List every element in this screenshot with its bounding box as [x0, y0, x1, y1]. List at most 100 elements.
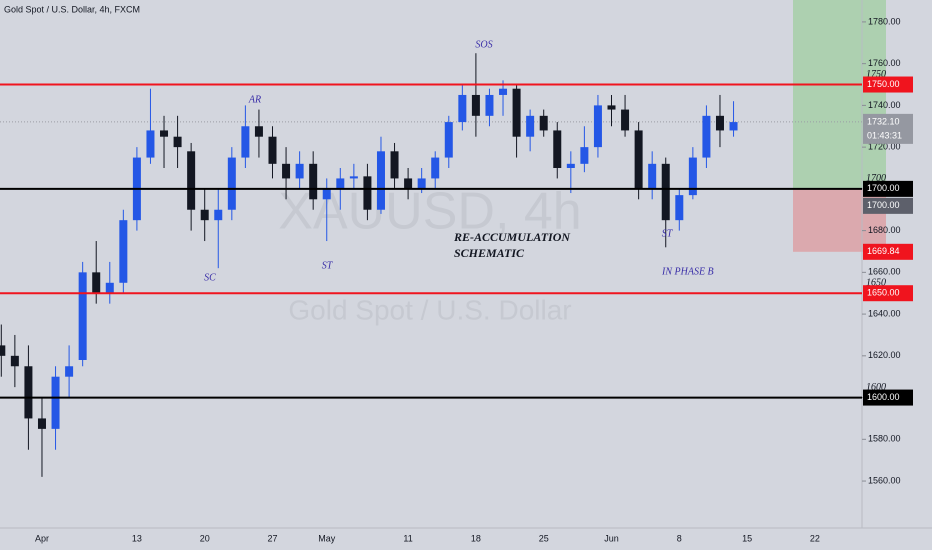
candle-body [78, 272, 87, 360]
candle-body [404, 178, 413, 189]
y-tick-label: 1660.00 [868, 267, 901, 277]
x-tick-label: 20 [200, 533, 210, 543]
x-tick-label: May [318, 533, 336, 543]
y-tick-label: 1580.00 [868, 434, 901, 444]
candle-body [431, 157, 440, 179]
price-box-label: 1700.00 [867, 183, 900, 193]
candle-body [417, 178, 426, 189]
profit-zone [793, 0, 886, 189]
candle-body [526, 115, 535, 137]
x-tick-label: 8 [677, 533, 682, 543]
stop-box [863, 243, 913, 260]
candle-body [458, 94, 467, 123]
annotation: ST [322, 260, 334, 271]
y-tick-label: 1560.00 [868, 475, 901, 485]
candle-body [227, 157, 236, 210]
candle-body [702, 115, 711, 158]
candle-body [580, 147, 589, 164]
price-box [863, 180, 913, 197]
x-tick-label: 15 [742, 533, 752, 543]
candle-body [390, 151, 399, 179]
candle-body [444, 122, 453, 158]
price-box-label: 1600.00 [867, 392, 900, 402]
last-price-label: 1732.10 [867, 116, 900, 126]
candle-body [349, 176, 358, 179]
candle-body [661, 163, 670, 221]
candle-body [37, 418, 46, 429]
candle-body [160, 130, 169, 137]
x-tick-label: 27 [267, 533, 277, 543]
candle-body [0, 345, 6, 356]
candle-body [241, 126, 250, 158]
level-label: 1700 [866, 173, 886, 184]
candle-body [65, 366, 74, 377]
candle-body [92, 272, 101, 294]
x-tick-label: Apr [35, 533, 49, 543]
candle-body [471, 94, 480, 116]
price-box [863, 76, 913, 93]
annotation: SCHEMATIC [454, 246, 525, 260]
x-tick-label: 22 [810, 533, 820, 543]
candle-body [309, 163, 318, 200]
price-box [863, 389, 913, 406]
candle-body [688, 157, 697, 196]
candle-body [553, 130, 562, 168]
candle-body [499, 88, 508, 95]
annotation: AR [248, 94, 261, 105]
candle-body [10, 355, 19, 367]
annotation: RE-ACCUMULATION [453, 230, 571, 244]
annotation: ST [662, 228, 674, 239]
entry-label: 1700.00 [867, 200, 900, 210]
annotation: SC [204, 272, 216, 283]
candle-body [512, 88, 521, 137]
candle-body [485, 94, 494, 116]
candle-body [634, 130, 643, 189]
candle-body [715, 115, 724, 131]
annotation: IN PHASE B [661, 266, 714, 277]
candle-body [729, 122, 738, 131]
candle-body [146, 130, 155, 158]
countdown: 01:43:31 [867, 130, 902, 140]
x-tick-label: 25 [539, 533, 549, 543]
candle-body [105, 282, 114, 294]
x-tick-label: Jun [604, 533, 619, 543]
candle-body [648, 163, 657, 189]
candle-body [363, 176, 372, 210]
y-tick-label: 1740.00 [868, 100, 901, 110]
candle-body [336, 178, 345, 189]
candle-body [607, 105, 616, 110]
price-box-label: 1650.00 [867, 288, 900, 298]
candle-body [187, 151, 196, 210]
y-tick-label: 1680.00 [868, 225, 901, 235]
price-box-label: 1750.00 [867, 79, 900, 89]
watermark-subtitle: Gold Spot / U.S. Dollar [288, 294, 571, 325]
y-tick-label: 1620.00 [868, 350, 901, 360]
candle-body [621, 109, 630, 131]
candle-body [173, 136, 182, 148]
last-price-box [863, 113, 913, 144]
candle-body [675, 195, 684, 221]
candle-body [24, 366, 33, 419]
x-tick-label: 13 [132, 533, 142, 543]
y-tick-label: 1780.00 [868, 16, 901, 26]
y-tick-label: 1760.00 [868, 58, 901, 68]
level-label: 1750 [866, 69, 886, 80]
x-tick-label: 18 [471, 533, 481, 543]
entry-box [863, 197, 913, 214]
candle-body [254, 126, 263, 137]
price-box [863, 285, 913, 302]
level-label: 1600 [866, 382, 886, 393]
chart-title: Gold Spot / U.S. Dollar, 4h, FXCM [4, 4, 140, 14]
stop-label: 1669.84 [867, 246, 900, 256]
candle-body [566, 163, 575, 168]
y-tick-label: 1720.00 [868, 142, 901, 152]
level-label: 1650 [866, 278, 886, 289]
candle-body [282, 163, 291, 179]
candle-body [200, 209, 209, 221]
candle-body [539, 115, 548, 131]
candle-body [214, 209, 223, 221]
candle-body [593, 105, 602, 148]
candle-body [322, 188, 331, 200]
y-tick-label: 1640.00 [868, 308, 901, 318]
